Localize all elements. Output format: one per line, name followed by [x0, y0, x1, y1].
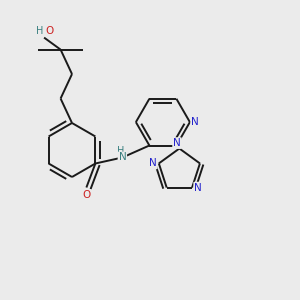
Text: N: N: [149, 158, 157, 168]
Text: H: H: [36, 26, 43, 36]
Text: N: N: [191, 117, 199, 127]
Text: H: H: [117, 146, 124, 156]
Text: N: N: [173, 138, 181, 148]
Text: O: O: [82, 190, 91, 200]
Text: N: N: [194, 183, 202, 193]
Text: O: O: [45, 26, 54, 36]
Text: N: N: [118, 152, 126, 163]
